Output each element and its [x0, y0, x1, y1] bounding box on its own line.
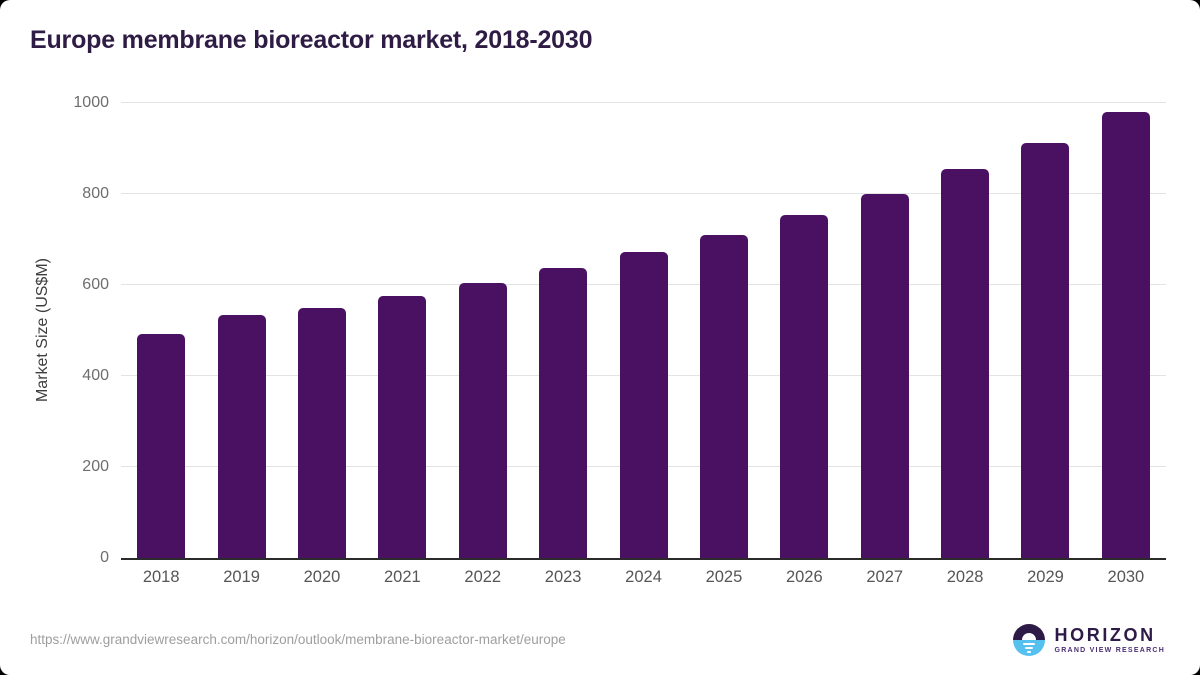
gridline: [121, 193, 1166, 194]
sun-icon: [1021, 633, 1036, 640]
bar-band-2027: [845, 103, 925, 558]
bar-2025[interactable]: [699, 235, 748, 558]
logo-subtitle: GRAND VIEW RESEARCH: [1054, 647, 1165, 654]
bar-2018[interactable]: [137, 334, 186, 558]
plot-area: 0 200 400 600 800 1000: [73, 94, 1166, 566]
page-title: Europe membrane bioreactor market, 2018-…: [30, 26, 593, 54]
x-tick-label: 2020: [303, 568, 341, 586]
y-axis-title-wrap: Market Size (US$M): [30, 103, 56, 558]
bar-band-2021: [362, 103, 442, 558]
bar-band-2028: [925, 103, 1005, 558]
horizon-logo: HORIZON GRAND VIEW RESEARCH: [1012, 624, 1165, 656]
bar-band-2018: [121, 103, 201, 558]
logo-name: HORIZON: [1054, 625, 1156, 645]
x-axis-labels: 2018 2019 2020 2021 2022 2023 2024 2025 2026 2027…: [121, 568, 1166, 587]
y-tick-label: 1000: [73, 94, 109, 111]
bar-2029[interactable]: [1021, 142, 1070, 558]
bar-2020[interactable]: [297, 307, 346, 558]
x-tick-label: 2029: [1027, 568, 1064, 586]
y-axis-title: Market Size (US$M): [34, 258, 51, 403]
y-tick-label: 0: [100, 549, 109, 566]
x-tick-label: 2028: [946, 568, 984, 586]
bar-2027[interactable]: [860, 193, 909, 558]
bar-2030[interactable]: [1101, 111, 1150, 558]
gridline: [121, 102, 1166, 103]
bar-2019[interactable]: [217, 315, 266, 558]
bar-2028[interactable]: [941, 168, 990, 558]
bar-band-2026: [764, 103, 844, 558]
bar-2022[interactable]: [458, 282, 507, 558]
bar-2023[interactable]: [539, 268, 588, 558]
horizon-logo-icon: [1012, 624, 1045, 656]
x-tick-label: 2019: [223, 568, 260, 586]
x-tick-label: 2024: [625, 568, 662, 586]
y-tick-label: 200: [82, 458, 109, 475]
y-tick-label: 400: [82, 367, 109, 384]
bar-band-2030: [1086, 103, 1166, 558]
x-tick-label: 2030: [1107, 568, 1145, 586]
bar-band-2019: [201, 103, 281, 558]
logo-text: HORIZON GRAND VIEW RESEARCH: [1055, 626, 1165, 654]
bar-2026[interactable]: [780, 215, 829, 558]
x-tick-label: 2018: [142, 568, 180, 586]
bars-container: [121, 103, 1166, 558]
y-tick-label: 600: [82, 276, 109, 293]
source-url: https://www.grandviewresearch.com/horizo…: [30, 632, 566, 647]
bar-band-2020: [282, 103, 362, 558]
x-tick-label: 2022: [464, 568, 502, 586]
x-tick-label: 2027: [866, 568, 904, 586]
x-tick-label: 2021: [384, 568, 421, 586]
bar-band-2025: [684, 103, 764, 558]
bar-band-2023: [523, 103, 603, 558]
x-tick-label: 2026: [785, 568, 823, 586]
x-tick-label: 2023: [544, 568, 582, 586]
y-tick-label: 800: [82, 185, 109, 202]
bar-2024[interactable]: [619, 252, 668, 558]
bar-band-2022: [443, 103, 523, 558]
x-tick-label: 2025: [705, 568, 743, 586]
bar-band-2029: [1005, 103, 1085, 558]
bar-2021[interactable]: [378, 296, 427, 558]
bar-band-2024: [603, 103, 683, 558]
